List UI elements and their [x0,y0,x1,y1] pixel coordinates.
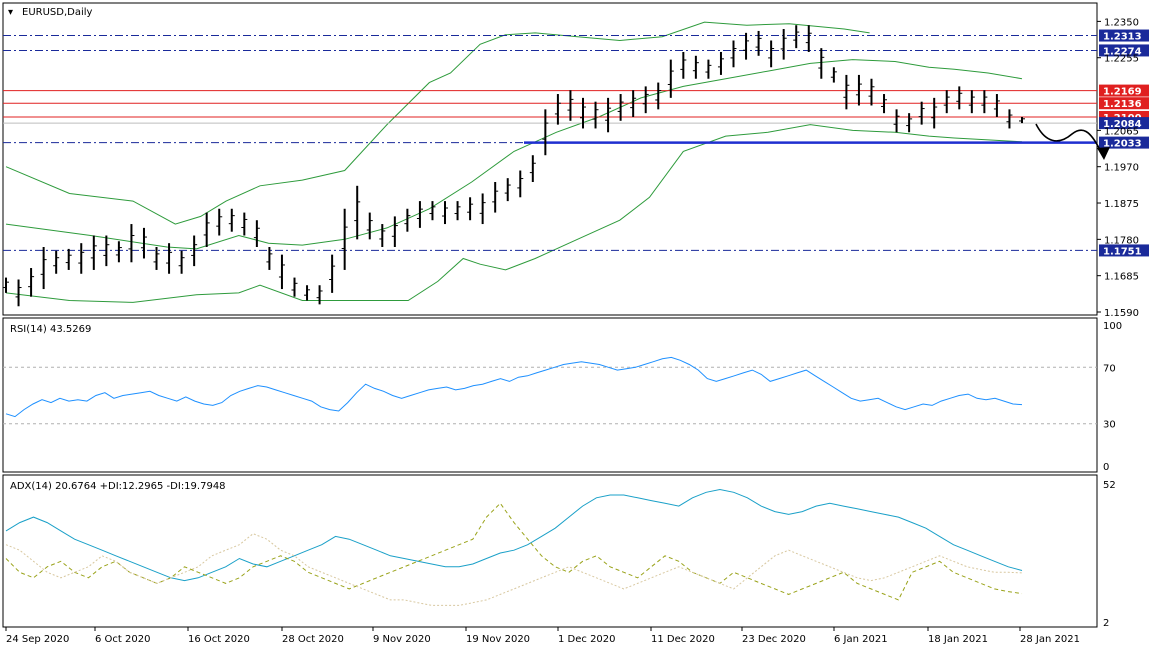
bb-upper-line [5,21,870,225]
adx-tick-label: 2 [1103,618,1109,629]
rsi-tick-label: 100 [1103,321,1122,332]
adx-panel-title: ADX(14) 20.6764 +DI:12.2965 -DI:19.7948 [10,481,226,492]
price-label-box [1099,244,1149,257]
price-tick-label: 1.1780 [1104,235,1139,246]
price-tick-label: 1.2350 [1104,17,1139,28]
price-tick-label: 1.1685 [1104,272,1139,283]
bb-lower-line [5,124,1023,303]
price-label: 1.2033 [1103,139,1142,150]
rsi-line [5,356,1023,418]
x-tick-label: 6 Jan 2021 [834,634,888,645]
price-label-box [1099,29,1149,42]
rsi-tick-label: 30 [1103,420,1116,431]
x-tick-label: 11 Dec 2020 [651,634,715,645]
rsi-panel-title: RSI(14) 43.5269 [10,324,91,335]
symbol-title: EURUSD,Daily [22,7,93,18]
rsi-tick-label: 70 [1103,363,1116,374]
x-tick-label: 28 Jan 2021 [1020,634,1080,645]
price-label: 1.2084 [1103,119,1142,130]
x-tick-label: 19 Nov 2020 [466,634,530,645]
price-panel-frame [2,2,1098,316]
x-tick-label: 6 Oct 2020 [95,634,150,645]
price-label-box [1099,84,1149,97]
price-label-box [1099,136,1149,149]
price-label-box [1099,117,1149,130]
bb-middle-line [5,59,1023,250]
x-tick-label: 9 Nov 2020 [373,634,431,645]
price-tick-label: 1.1875 [1104,199,1139,210]
price-tick-label: 1.1970 [1104,163,1139,174]
forecast-arrow-icon [1035,123,1101,151]
x-tick-label: 28 Oct 2020 [282,634,344,645]
price-label-box [1099,97,1149,110]
adx-panel-frame [2,474,1098,628]
price-label-box [1099,44,1149,57]
price-label: 1.2274 [1103,46,1142,57]
x-tick-label: 18 Jan 2021 [928,634,988,645]
price-tick-label: 1.1590 [1104,308,1139,319]
rsi-tick-label: 0 [1103,462,1109,473]
price-tick-label: 1.2255 [1104,54,1139,65]
dropdown-arrow-icon[interactable]: ▾ [8,7,13,18]
price-label: 1.1751 [1103,246,1142,257]
rsi-panel-frame [2,317,1098,473]
x-tick-label: 24 Sep 2020 [6,634,69,645]
x-tick-label: 23 Dec 2020 [742,634,806,645]
price-label: 1.2136 [1103,99,1142,110]
x-tick-label: 1 Dec 2020 [558,634,616,645]
price-label: 1.2313 [1103,32,1142,43]
forecast-arrowhead-icon [1097,147,1110,160]
x-tick-label: 16 Oct 2020 [188,634,250,645]
adx-series-line [5,488,1023,582]
adx-tick-label: 52 [1103,480,1116,491]
price-tick-label: 1.2065 [1104,126,1139,137]
adx-series-line [5,533,1023,606]
adx-series-line [5,502,1023,601]
price-label: 1.2169 [1103,87,1142,98]
